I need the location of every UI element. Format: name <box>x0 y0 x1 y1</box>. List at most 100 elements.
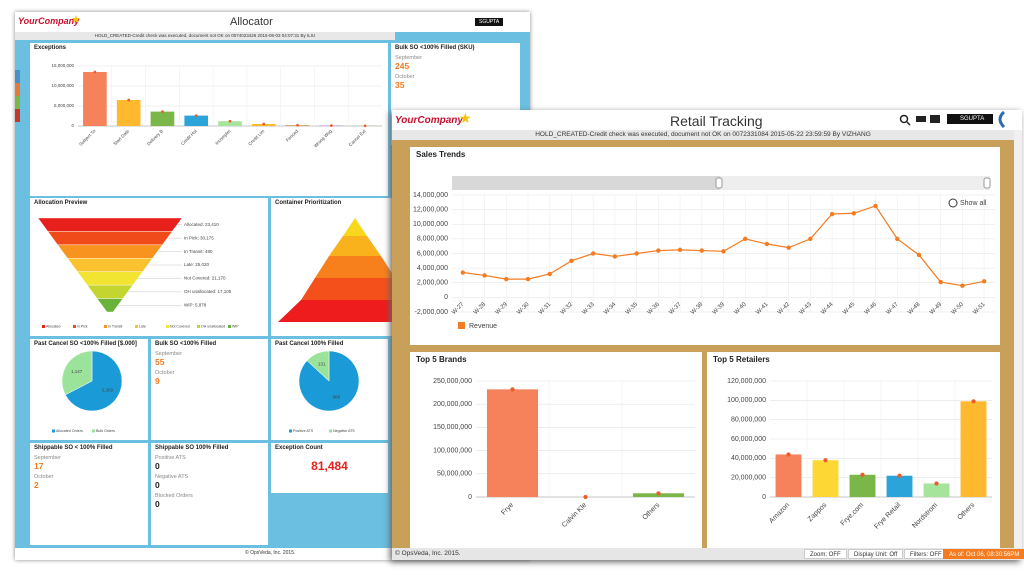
pie-chart: 868 131 Positive ATS Negative ATS <box>289 350 360 433</box>
point <box>829 211 835 217</box>
camera-icon[interactable] <box>916 116 926 122</box>
zoom-status[interactable]: Zoom: OFF <box>804 549 847 559</box>
top-retailers-panel: Top 5 Retailers 0 20,000,000 40,000,000 60,0… <box>707 352 1000 548</box>
point <box>504 276 509 282</box>
y-tick-label: 12,000,000 <box>413 206 448 213</box>
message-bar: HOLD_CREATED-Credit check was executed, … <box>392 130 1014 140</box>
slider-handle[interactable] <box>983 177 991 189</box>
mail-icon[interactable] <box>930 115 940 123</box>
x-tick-label: Others <box>956 501 976 521</box>
bar-marker <box>194 114 198 117</box>
legend-label: Negative ATS <box>333 429 355 433</box>
show-all[interactable]: Show all <box>960 200 987 207</box>
x-tick-label: Incomplet <box>214 128 232 146</box>
bar-marker <box>93 70 97 74</box>
point <box>634 251 639 256</box>
pyramid-layer <box>278 300 392 322</box>
legend-label: WIP <box>232 324 239 328</box>
funnel-segment <box>96 298 124 313</box>
legend-swatch <box>52 429 55 433</box>
display-unit-status[interactable]: Display Unit: Off <box>848 549 904 559</box>
legend-label: In Pick <box>77 324 88 328</box>
slice-label: 1,147 <box>71 369 83 374</box>
legend-label: Allocated Orders <box>56 429 83 433</box>
user-menu[interactable]: SGUPTA <box>475 18 504 26</box>
exception-count: 81,484 <box>311 459 348 473</box>
point <box>873 203 878 209</box>
past-cancel-panel: Past Cancel SO <100% Filled [$.000] 2,369… <box>30 339 148 440</box>
stats: September 245 October 35 <box>395 55 422 93</box>
stat-value: 2 <box>34 480 39 490</box>
y-tick-label: 2,000,000 <box>417 280 448 287</box>
x-tick-label: Amazon <box>768 502 791 525</box>
side-tabs <box>15 70 20 122</box>
bar-marker <box>296 123 299 127</box>
y-tick-label: 15,000,000 <box>51 63 74 68</box>
funnel-segment <box>37 217 183 232</box>
slider-handle[interactable] <box>715 177 723 189</box>
legend-label: In Transit <box>108 324 122 328</box>
x-tick-label: Cancel Ext <box>348 128 367 147</box>
legend-swatch <box>135 325 138 328</box>
pyramid-layer <box>343 218 367 236</box>
x-tick-label: W-51 <box>972 301 987 316</box>
x-tick-label: W-34 <box>603 301 618 316</box>
point <box>547 271 552 277</box>
bar <box>923 483 950 497</box>
user-menu-bg[interactable] <box>947 114 993 124</box>
user-menu[interactable]: SGUPTA <box>960 116 985 122</box>
stat-value: 17 <box>34 461 44 471</box>
copyright: © OpsVeda, Inc. 2015. <box>395 550 461 557</box>
copyright: © OpsVeda, Inc. 2015. <box>245 550 296 556</box>
stat-label: October <box>34 474 54 480</box>
legend-swatch <box>73 325 76 328</box>
segment-label: OH unallocated: 17,105 <box>184 289 232 294</box>
panel-title: Sales Trends <box>416 150 466 159</box>
bulk-so-panel: Bulk SO <100% Filled September 55 October 9 <box>151 339 268 440</box>
segment-label: Allocated: 23,410 <box>184 222 219 227</box>
x-tick-label: W-30 <box>516 301 531 316</box>
stat-label: October <box>155 370 175 376</box>
x-tick-label: W-39 <box>712 301 727 316</box>
bar-marker <box>127 98 131 102</box>
x-tick-label: W-33 <box>582 301 597 316</box>
exceptions-chart: 0 5,000,000 10,000,000 15,000,000 Subject To… <box>51 63 382 149</box>
y-tick-label: 150,000,000 <box>433 424 472 431</box>
top-brands-panel: Top 5 Brands 0 50,000,000 100,000,000 150,00… <box>410 352 702 548</box>
stat-value: 0 <box>155 480 160 490</box>
panel-title: Exceptions <box>34 45 67 51</box>
funnel-segment <box>47 231 173 246</box>
y-tick-label: 6,000,000 <box>417 250 448 257</box>
legend-swatch <box>42 325 45 328</box>
point <box>656 248 661 253</box>
legend-label: OH unallocated <box>201 324 225 328</box>
point <box>721 249 726 254</box>
x-tick-label: Frye <box>500 502 515 517</box>
point <box>981 279 987 284</box>
y-tick-label: 0 <box>762 494 766 501</box>
shippable-full-panel: Shippable SO 100% Filled Positive ATS 0 Neg… <box>151 443 268 545</box>
bar-marker <box>860 472 865 477</box>
funnel-segment <box>57 244 163 259</box>
sales-trends-panel: Sales Trends -2,000,000 0 2,000,000 4,000,00… <box>410 147 1000 345</box>
segment-label: In Transit: 480 <box>184 249 213 254</box>
stats: September 55 October 9 <box>155 351 182 389</box>
x-tick-label: W-50 <box>951 301 966 316</box>
filters-status[interactable]: Filters: OFF <box>904 549 948 559</box>
legend-label: Allocated <box>46 324 60 328</box>
zoom-icon <box>948 198 958 208</box>
shippable-partial-panel: Shippable SO < 100% Filled September 17 Oct… <box>30 443 148 545</box>
stat-value: 9 <box>155 376 160 386</box>
point <box>764 241 770 247</box>
x-tick-label: W-43 <box>799 301 814 316</box>
stat-value: 55 <box>155 357 165 367</box>
panel-title: Allocation Preview <box>34 200 88 206</box>
x-tick-label: W-37 <box>668 302 682 316</box>
point <box>590 251 596 256</box>
legend-label: Bulk Orders <box>96 429 115 433</box>
bar <box>83 72 107 126</box>
x-tick-label: Delivery B <box>146 129 164 147</box>
stat-label: Positive ATS <box>155 455 186 461</box>
y-tick-label: 0 <box>71 123 74 128</box>
search-icon[interactable] <box>899 114 909 124</box>
